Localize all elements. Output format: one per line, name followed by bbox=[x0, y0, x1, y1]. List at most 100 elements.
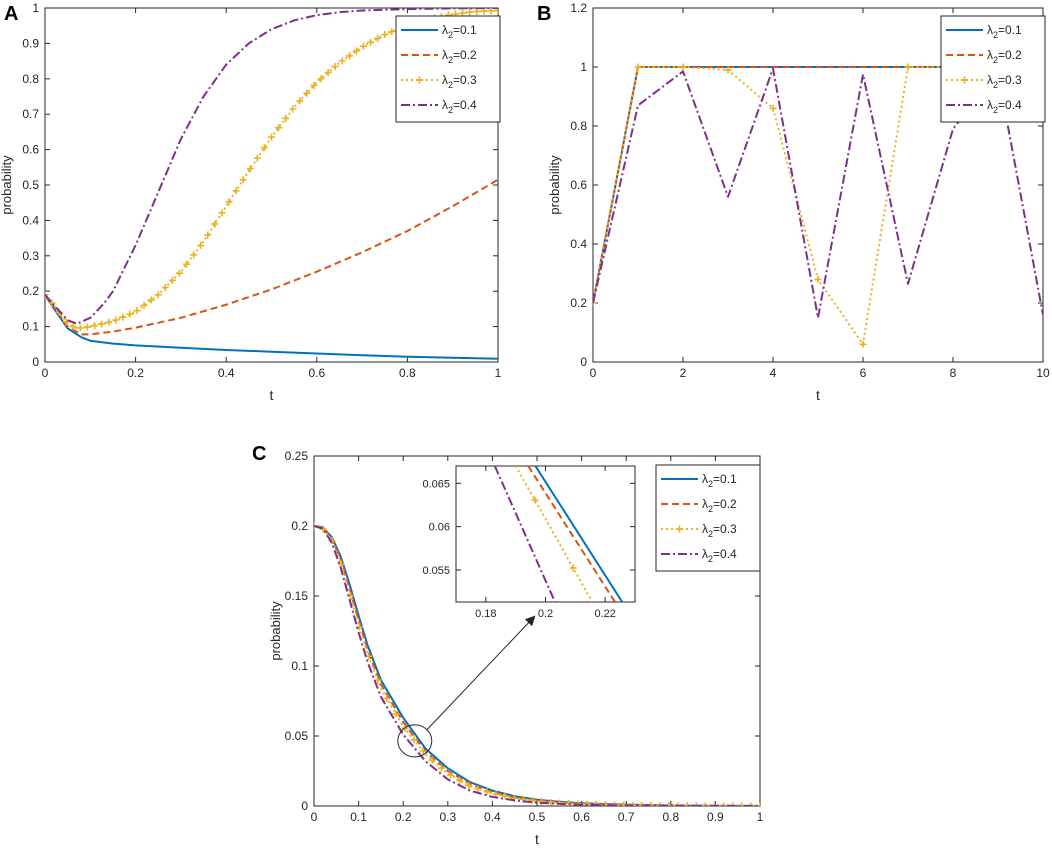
series-b-3-marker-5 bbox=[814, 275, 822, 283]
series-b-3-marker-4 bbox=[769, 104, 777, 112]
y-tick-label-a: 0.9 bbox=[22, 36, 39, 50]
legend-b: λ2=0.1 λ2=0.2 λ2=0.3 λ2=0.4 bbox=[940, 15, 1046, 123]
series-a-3-marker-17 bbox=[161, 284, 169, 292]
series-a-3-marker-24 bbox=[211, 220, 219, 228]
x-tick-label-c: 0.9 bbox=[707, 810, 724, 824]
series-b-3-marker-0 bbox=[593, 299, 597, 307]
series-a-3-marker-41 bbox=[331, 63, 339, 71]
x-tick-label-c: 0.5 bbox=[529, 810, 546, 824]
series-a-3-marker-0 bbox=[45, 291, 49, 299]
legend-label-a-3: λ2=0.3 bbox=[442, 73, 477, 90]
y-tick-label-a: 0.4 bbox=[22, 213, 39, 227]
series-a-3-marker-9 bbox=[105, 318, 113, 326]
x-tick-label-b: 4 bbox=[770, 366, 777, 380]
x-tick-label-c-inset: 0.22 bbox=[594, 608, 615, 620]
y-tick-label-c: 0.05 bbox=[285, 729, 309, 743]
series-a-3-marker-38 bbox=[310, 81, 318, 89]
series-a-3-marker-47 bbox=[374, 34, 382, 42]
series-a-3-marker-8 bbox=[98, 320, 106, 328]
x-tick-label-a: 0 bbox=[42, 366, 49, 380]
legend-label-a-4: λ2=0.4 bbox=[442, 98, 477, 115]
series-a-3-marker-46 bbox=[367, 38, 375, 46]
x-axis-label-b: t bbox=[816, 387, 820, 403]
legend-label-b-4: λ2=0.4 bbox=[987, 98, 1022, 115]
x-tick-label-a: 0.2 bbox=[127, 366, 144, 380]
series-c-3-marker-14 bbox=[437, 764, 445, 772]
series-a-3-marker-13 bbox=[133, 307, 141, 315]
x-tick-label-b: 8 bbox=[950, 366, 957, 380]
series-c-3-marker-17 bbox=[465, 782, 473, 790]
x-tick-label-c: 1 bbox=[757, 810, 764, 824]
series-a-3-marker-20 bbox=[183, 260, 191, 268]
y-tick-label-c: 0.15 bbox=[285, 589, 309, 603]
y-axis-label-c: probability bbox=[268, 601, 283, 661]
y-tick-label-c: 0.25 bbox=[285, 449, 309, 463]
series-a-3-marker-60 bbox=[466, 8, 474, 16]
series-a-3-marker-43 bbox=[345, 52, 353, 60]
series-a-3-marker-23 bbox=[204, 231, 212, 239]
x-axis-label-c: t bbox=[535, 831, 539, 847]
series-a-3-marker-42 bbox=[338, 57, 346, 65]
legend-label-c-4: λ2=0.4 bbox=[702, 547, 737, 564]
series-b-3-marker-1 bbox=[634, 63, 642, 71]
series-a-3-marker-37 bbox=[303, 89, 311, 97]
series-a-3-marker-6 bbox=[83, 323, 91, 331]
x-tick-label-c: 0.3 bbox=[439, 810, 456, 824]
series-b-3-marker-6 bbox=[859, 340, 867, 348]
y-tick-label-a: 0.1 bbox=[22, 320, 39, 334]
y-tick-label-b: 0 bbox=[580, 355, 587, 369]
series-a-3-marker-12 bbox=[126, 310, 134, 318]
panel-letter-c: C bbox=[252, 443, 266, 465]
legend-c-3-marker-0 bbox=[676, 525, 683, 533]
series-c-3-marker-10 bbox=[401, 724, 409, 732]
y-tick-label-a: 0.6 bbox=[22, 143, 39, 157]
series-c-3-marker-16 bbox=[456, 776, 464, 784]
series-c-3-marker-13 bbox=[428, 756, 436, 764]
legend-label-b-1: λ2=0.1 bbox=[987, 23, 1022, 40]
series-a-3-marker-15 bbox=[147, 296, 155, 304]
series-group-c-inset bbox=[493, 466, 624, 602]
y-tick-label-a: 0.7 bbox=[22, 107, 39, 121]
y-tick-label-a: 0 bbox=[32, 355, 39, 369]
y-axis-label-b: probability bbox=[547, 155, 562, 215]
series-a-3-marker-59 bbox=[459, 9, 467, 17]
series-a-3-marker-25 bbox=[218, 209, 226, 217]
x-tick-label-c: 0.2 bbox=[395, 810, 412, 824]
series-a-3-marker-4 bbox=[69, 323, 77, 331]
series-a-3-marker-11 bbox=[119, 313, 127, 321]
chart-c-inset: 0.18 0.2 0.22 0.055 0.06 0.065 bbox=[422, 465, 636, 620]
series-a-3-marker-19 bbox=[175, 269, 183, 277]
series-a-3-marker-21 bbox=[190, 251, 198, 259]
series-line-c-inset-1 bbox=[534, 466, 624, 602]
series-c-3-marker-11 bbox=[410, 736, 418, 744]
series-a-3-marker-18 bbox=[168, 276, 176, 284]
y-tick-label-a: 0.2 bbox=[22, 284, 39, 298]
series-c-inset-3-marker-1 bbox=[569, 564, 577, 572]
series-line-a-1 bbox=[45, 294, 498, 360]
series-b-3-marker-2 bbox=[679, 63, 687, 71]
series-c-3-marker-26 bbox=[547, 798, 555, 806]
y-tick-label-b: 1 bbox=[580, 60, 587, 74]
series-a-3-marker-3 bbox=[62, 318, 70, 326]
series-a-3-marker-36 bbox=[296, 97, 304, 105]
y-tick-label-b: 0.6 bbox=[570, 178, 587, 192]
legend-label-c-2: λ2=0.2 bbox=[702, 497, 737, 514]
series-line-a-4 bbox=[45, 8, 498, 325]
series-a-3-marker-35 bbox=[289, 105, 297, 113]
series-a-3-marker-64 bbox=[494, 8, 498, 14]
series-line-c-inset-3 bbox=[514, 466, 594, 602]
series-a-3-marker-48 bbox=[381, 31, 389, 39]
x-tick-label-c: 0 bbox=[311, 810, 318, 824]
x-tick-label-b: 2 bbox=[680, 366, 687, 380]
series-a-3-marker-34 bbox=[282, 114, 290, 122]
legend-label-c-1: λ2=0.1 bbox=[702, 472, 737, 489]
y-tick-label-c-inset: 0.065 bbox=[422, 478, 450, 490]
x-tick-label-a: 0.4 bbox=[218, 366, 235, 380]
series-c-3-marker-24 bbox=[528, 797, 536, 805]
y-tick-label-b: 0.2 bbox=[570, 296, 587, 310]
x-tick-label-a: 0.6 bbox=[308, 366, 325, 380]
y-tick-label-b: 0.8 bbox=[570, 119, 587, 133]
series-a-3-marker-63 bbox=[487, 8, 495, 15]
x-tick-label-c: 0.1 bbox=[350, 810, 367, 824]
